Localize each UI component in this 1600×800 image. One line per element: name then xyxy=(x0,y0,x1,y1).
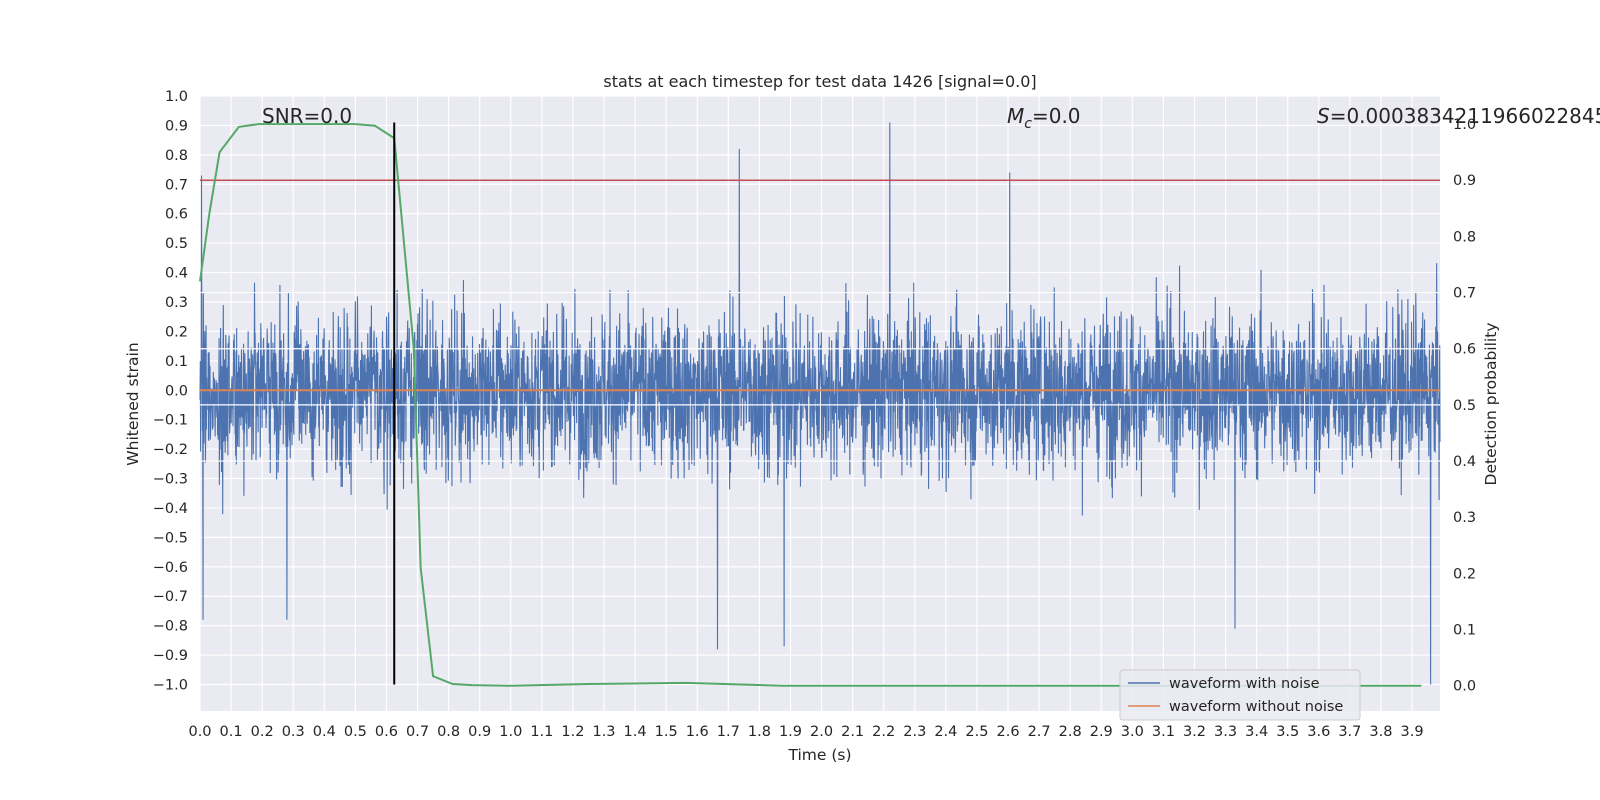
x-tick-label: 2.7 xyxy=(1028,724,1051,740)
x-tick-label: 2.3 xyxy=(903,724,926,740)
x-tick-label: 0.1 xyxy=(220,724,243,740)
y-tick-label: −0.1 xyxy=(153,413,188,429)
x-tick-label: 3.7 xyxy=(1338,724,1361,740)
x-tick-label: 0.5 xyxy=(344,724,367,740)
mc-symbol: M xyxy=(1007,104,1024,128)
x-tick-label: 3.9 xyxy=(1400,724,1423,740)
x-tick-label: 2.6 xyxy=(996,724,1019,740)
y-tick-label: 0.6 xyxy=(165,207,188,223)
x-tick-label: 0.3 xyxy=(282,724,305,740)
y-tick-label: 0.1 xyxy=(165,354,188,370)
x-tick-label: 2.0 xyxy=(810,724,833,740)
x-tick-label: 3.8 xyxy=(1369,724,1392,740)
y-axis-label: Whitened strain xyxy=(124,342,142,465)
y2-tick-label: 0.8 xyxy=(1453,229,1476,245)
x-tick-label: 0.7 xyxy=(406,724,429,740)
x-tick-label: 2.1 xyxy=(841,724,864,740)
y-tick-label: 0.5 xyxy=(165,236,188,252)
x-tick-label: 2.2 xyxy=(872,724,895,740)
waveform-with-noise-line xyxy=(199,122,1441,685)
y-tick-label: 0.0 xyxy=(165,383,188,399)
y2-tick-label: 0.3 xyxy=(1453,510,1476,526)
y2-tick-label: 0.1 xyxy=(1453,623,1476,639)
legend: waveform with noise waveform without noi… xyxy=(1119,669,1361,721)
y-tick-label: 1.0 xyxy=(165,89,188,105)
y-tick-label: 0.9 xyxy=(165,118,188,134)
y-tick-label: −0.5 xyxy=(153,530,188,546)
y2-tick-label: 0.5 xyxy=(1453,398,1476,414)
x-tick-label: 2.4 xyxy=(934,724,957,740)
x-tick-label: 1.9 xyxy=(779,724,802,740)
y2-tick-label: 0.4 xyxy=(1453,454,1476,470)
y-tick-label: −0.3 xyxy=(153,472,188,488)
s-annotation: S=0.0003834211966022845 xyxy=(1317,104,1600,128)
legend-box xyxy=(1119,669,1361,721)
x-tick-label: 3.3 xyxy=(1214,724,1237,740)
x-axis-label: Time (s) xyxy=(787,746,851,764)
x-tick-label: 0.2 xyxy=(251,724,274,740)
x-tick-label: 2.5 xyxy=(965,724,988,740)
legend-label-clean: waveform without noise xyxy=(1169,699,1343,715)
mc-value: =0.0 xyxy=(1032,104,1081,128)
detection-probability-line xyxy=(199,123,1422,687)
y-tick-label: 0.8 xyxy=(165,148,188,164)
y2-tick-label: 0.2 xyxy=(1453,566,1476,582)
snr-annotation: SNR=0.0 xyxy=(262,104,352,128)
chart-title: stats at each timestep for test data 142… xyxy=(603,72,1036,91)
tick-labels: 0.0 0.1 0.2 0.3 0.4 0.5 0.6 0.7 0.8 0.9 1.0 1.1 1.2 1… xyxy=(153,89,1476,740)
x-tick-label: 2.9 xyxy=(1090,724,1113,740)
x-tick-label: 0.0 xyxy=(188,724,211,740)
mc-subscript: c xyxy=(1024,116,1032,132)
x-tick-label: 3.1 xyxy=(1152,724,1175,740)
y-tick-label: −0.8 xyxy=(153,619,188,635)
x-tick-label: 1.5 xyxy=(655,724,678,740)
y-tick-label: −0.7 xyxy=(153,589,188,605)
y-tick-label: −1.0 xyxy=(153,678,188,694)
x-tick-label: 3.0 xyxy=(1121,724,1144,740)
x-tick-label: 1.7 xyxy=(717,724,740,740)
y-tick-label: 0.7 xyxy=(165,177,188,193)
y-tick-label: −0.9 xyxy=(153,648,188,664)
x-tick-label: 1.0 xyxy=(499,724,522,740)
s-symbol: S xyxy=(1317,104,1330,128)
x-tick-label: 1.8 xyxy=(748,724,771,740)
x-tick-label: 1.4 xyxy=(624,724,647,740)
x-tick-label: 1.1 xyxy=(530,724,553,740)
y-tick-label: 0.3 xyxy=(165,295,188,311)
x-tick-label: 3.2 xyxy=(1183,724,1206,740)
x-tick-label: 3.6 xyxy=(1307,724,1330,740)
x-tick-label: 1.3 xyxy=(592,724,615,740)
y-tick-label: −0.6 xyxy=(153,560,188,576)
waveform-with-noise-series xyxy=(199,122,1441,685)
y2-tick-label: 0.0 xyxy=(1453,679,1476,695)
overlay-lines xyxy=(199,122,1440,687)
x-tick-label: 0.4 xyxy=(313,724,336,740)
x-tick-label: 0.8 xyxy=(437,724,460,740)
y2-tick-label: 0.6 xyxy=(1453,342,1476,358)
y2-tick-label: 0.9 xyxy=(1453,173,1476,189)
y2-tick-label: 1.0 xyxy=(1453,117,1476,133)
mc-annotation: Mc=0.0 xyxy=(1007,104,1081,132)
y-tick-label: −0.2 xyxy=(153,442,188,458)
x-tick-label: 0.9 xyxy=(468,724,491,740)
y2-axis-label: Detection probability xyxy=(1482,323,1500,486)
x-tick-label: 0.6 xyxy=(375,724,398,740)
x-tick-label: 1.2 xyxy=(561,724,584,740)
y-tick-label: 0.4 xyxy=(165,266,188,282)
legend-label-noise: waveform with noise xyxy=(1169,676,1320,692)
y2-tick-label: 0.7 xyxy=(1453,286,1476,302)
x-tick-label: 3.5 xyxy=(1276,724,1299,740)
x-tick-label: 3.4 xyxy=(1245,724,1268,740)
y-tick-label: −0.4 xyxy=(153,501,188,517)
x-tick-label: 1.6 xyxy=(686,724,709,740)
s-value: =0.0003834211966022845 xyxy=(1330,104,1600,128)
y-tick-label: 0.2 xyxy=(165,324,188,340)
x-tick-label: 2.8 xyxy=(1059,724,1082,740)
